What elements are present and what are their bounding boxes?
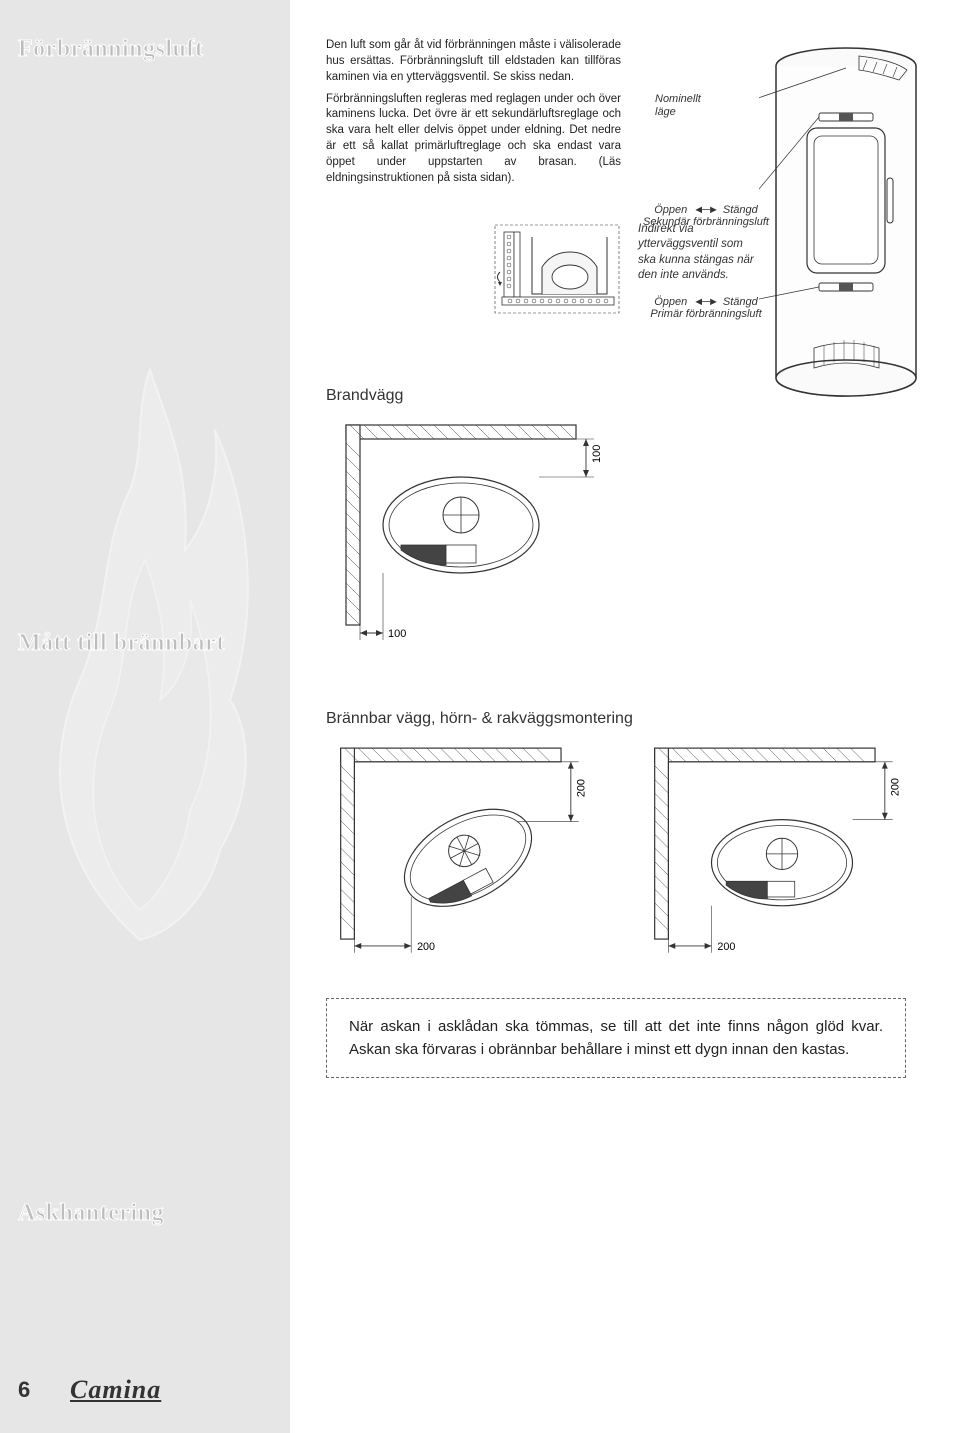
label-open-1: Öppen: [654, 204, 687, 216]
arrow-icon: ◄─►: [693, 296, 717, 308]
ash-handling-text: När askan i asklådan ska tömmas, se till…: [349, 1018, 883, 1058]
dim-right-v: 200: [890, 778, 902, 796]
dim-brandvagg-v: 100: [591, 444, 603, 462]
intro-text: Den luft som går åt vid förbränningen må…: [326, 38, 621, 187]
label-nominal: Nominellt läge: [655, 93, 701, 119]
sidebar-heading-ash: Askhantering: [18, 1200, 164, 1227]
brandvagg-diagram: 100 100: [326, 415, 636, 645]
dim-left-v: 200: [576, 779, 588, 797]
intro-paragraph-1: Den luft som går åt vid förbränningen må…: [326, 38, 621, 86]
wall-vent-illustration: [492, 222, 622, 317]
page-number: 6: [18, 1377, 30, 1403]
label-closed-1: Stängd: [723, 204, 758, 216]
dim-left-h: 200: [417, 941, 435, 953]
sidebar-heading-measurements: Mått till brännbart: [18, 630, 225, 657]
arrow-icon: ◄─►: [693, 204, 717, 216]
intro-paragraph-2: Förbränningsluften regleras med reglagen…: [326, 92, 621, 187]
label-closed-2: Stängd: [723, 296, 758, 308]
brannbar-corner-diagram: 200 200: [326, 738, 610, 958]
ash-handling-box: När askan i asklådan ska tömmas, se till…: [326, 998, 906, 1079]
label-nominellt: Nominellt: [655, 93, 701, 105]
dim-right-h: 200: [717, 941, 735, 953]
brannbar-straight-diagram: 200 200: [640, 738, 924, 958]
heading-brannbar: Brännbar vägg, hörn- & rakväggsmontering: [326, 710, 924, 728]
sidebar-heading-combustion: Förbränningsluft: [18, 36, 203, 63]
brand-logo: Camina: [70, 1375, 161, 1405]
dim-brandvagg-h: 100: [388, 628, 406, 640]
label-open-2: Öppen: [654, 296, 687, 308]
stove-diagram-column: Nominellt läge Öppen ◄─► Stängd Sekundär…: [643, 38, 924, 187]
sidebar: Förbränningsluft Mått till brännbart Ask…: [0, 0, 290, 1433]
main-content: Den luft som går åt vid förbränningen må…: [290, 0, 960, 1433]
stove-illustration: [759, 38, 934, 408]
indirect-vent-text: Indirekt via ytterväggsventil som ska ku…: [638, 222, 758, 284]
label-lage: läge: [655, 106, 676, 118]
